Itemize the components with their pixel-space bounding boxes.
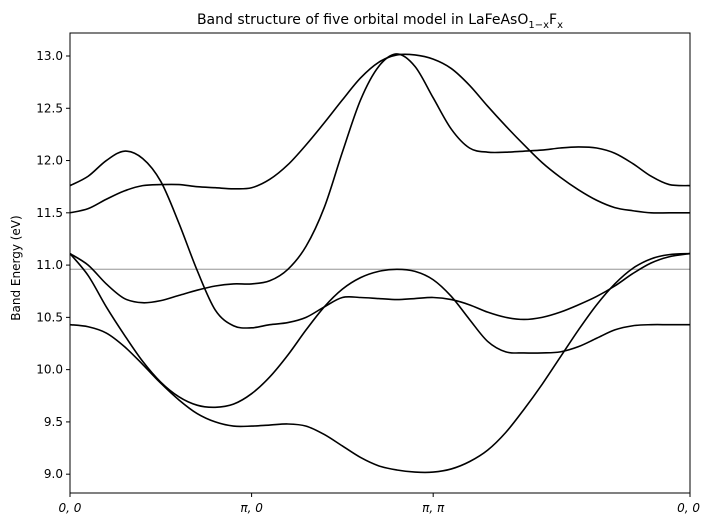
y-tick-label: 13.0 — [36, 49, 63, 63]
band-line-5 — [69, 53, 690, 214]
y-tick-label: 12.0 — [36, 154, 63, 168]
plot-area — [69, 53, 691, 474]
x-tick-label: 0, 0 — [59, 501, 82, 515]
chart-title-sub2: x — [557, 20, 563, 31]
x-tick-label: 0, 0 — [677, 501, 700, 515]
chart-title-sub: 1−x — [528, 20, 549, 31]
chart-title-main: Band structure of five orbital model in … — [197, 12, 528, 28]
band-line-2 — [69, 253, 690, 409]
y-axis: 9.0 9.5 10.0 10.5 11.0 11.5 12.0 12.5 13.0 — [36, 49, 70, 481]
y-tick-label: 10.0 — [36, 363, 63, 377]
y-tick-label: 11.0 — [36, 258, 63, 272]
chart-title: Band structure of five orbital model in … — [197, 12, 563, 31]
plot-frame — [69, 32, 691, 494]
y-axis-label: Band Energy (eV) — [9, 215, 23, 320]
y-tick-label: 9.5 — [44, 415, 63, 429]
band-line-4 — [69, 150, 691, 329]
y-tick-label: 11.5 — [36, 206, 63, 220]
x-tick-label: π, π — [422, 501, 445, 515]
y-tick-label: 9.0 — [44, 467, 63, 481]
band-line-3 — [69, 53, 691, 304]
chart-title-mid: F — [549, 12, 557, 28]
x-tick-label: π, 0 — [240, 501, 263, 515]
y-tick-label: 10.5 — [36, 310, 63, 324]
y-tick-label: 12.5 — [36, 101, 63, 115]
x-axis: 0, 0 π, 0 π, π 0, 0 — [59, 493, 700, 515]
band-line-1 — [69, 252, 691, 474]
